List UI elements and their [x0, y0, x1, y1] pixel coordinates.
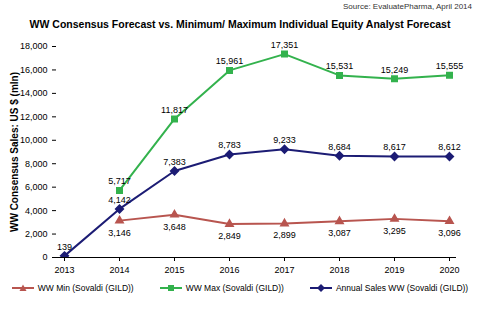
svg-text:15,249: 15,249 [381, 65, 409, 75]
svg-text:14,000: 14,000 [20, 88, 48, 98]
svg-text:139: 139 [57, 242, 72, 252]
svg-text:2,849: 2,849 [218, 231, 241, 241]
svg-text:2015: 2015 [164, 265, 184, 275]
svg-text:2020: 2020 [439, 265, 459, 275]
svg-text:2017: 2017 [274, 265, 294, 275]
svg-text:15,555: 15,555 [436, 61, 464, 71]
svg-text:18,000: 18,000 [20, 41, 48, 51]
svg-text:15,531: 15,531 [326, 61, 354, 71]
svg-text:3,295: 3,295 [383, 226, 406, 236]
svg-text:2016: 2016 [219, 265, 239, 275]
svg-text:2,899: 2,899 [273, 230, 296, 240]
svg-text:15,961: 15,961 [216, 56, 244, 66]
svg-text:9,233: 9,233 [273, 135, 296, 145]
svg-text:0: 0 [42, 252, 47, 262]
svg-text:5,717: 5,717 [108, 176, 131, 186]
svg-text:12,000: 12,000 [20, 112, 48, 122]
svg-text:2013: 2013 [54, 265, 74, 275]
svg-text:8,000: 8,000 [25, 159, 48, 169]
svg-text:WW Consensus Sales: US $ (mln): WW Consensus Sales: US $ (mln) [9, 72, 20, 232]
svg-text:2019: 2019 [384, 265, 404, 275]
svg-text:6,000: 6,000 [25, 182, 48, 192]
svg-text:3,087: 3,087 [328, 228, 351, 238]
html-text:WW Consensus Forecast vs. Mini: WW Consensus Forecast vs. Minimum/ Maxim… [29, 18, 451, 30]
svg-text:8,617: 8,617 [383, 142, 406, 152]
html-text:WW Min (Sovaldi (GILD)): WW Min (Sovaldi (GILD)) [37, 283, 134, 293]
svg-text:8,783: 8,783 [218, 140, 241, 150]
svg-text:2018: 2018 [329, 265, 349, 275]
svg-text:4,000: 4,000 [25, 205, 48, 215]
svg-text:17,351: 17,351 [271, 40, 299, 50]
svg-text:2014: 2014 [109, 265, 129, 275]
svg-text:2,000: 2,000 [25, 229, 48, 239]
svg-text:8,684: 8,684 [328, 142, 351, 152]
html-text:WW Max (Sovaldi (GILD)): WW Max (Sovaldi (GILD)) [185, 283, 284, 293]
svg-text:3,146: 3,146 [108, 228, 131, 238]
html-text:Annual Sales WW (Sovaldi (GILD: Annual Sales WW (Sovaldi (GILD)) [335, 283, 469, 293]
svg-text:3,648: 3,648 [163, 222, 186, 232]
svg-text:10,000: 10,000 [20, 135, 48, 145]
svg-text:7,383: 7,383 [163, 157, 186, 167]
svg-text:3,096: 3,096 [438, 228, 461, 238]
html-text:Source: EvaluatePharma, April: Source: EvaluatePharma, April 2014 [343, 2, 472, 11]
svg-text:16,000: 16,000 [20, 65, 48, 75]
svg-text:4,142: 4,142 [108, 195, 131, 205]
svg-text:11,817: 11,817 [161, 105, 188, 115]
svg-text:8,612: 8,612 [438, 142, 461, 152]
